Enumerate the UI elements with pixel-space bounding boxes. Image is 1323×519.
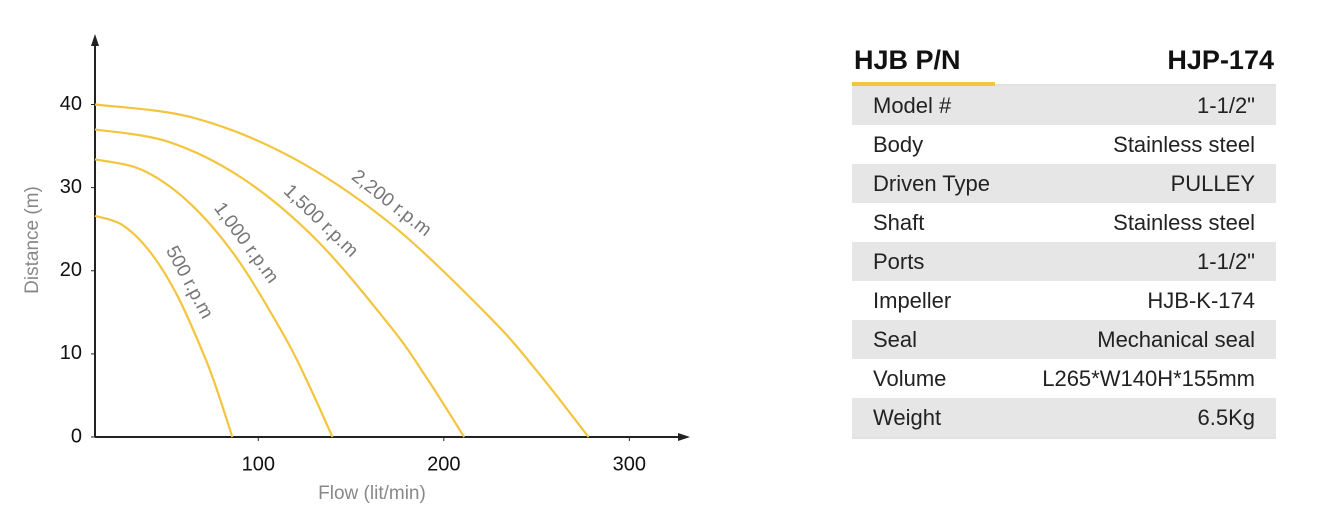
- x-axis-arrow: [678, 433, 690, 441]
- table-end-rule: [852, 437, 1276, 439]
- table-row: Shaft Stainless steel: [852, 203, 1276, 242]
- header-rule: [852, 80, 1276, 86]
- y-tick-label: 40: [60, 93, 82, 115]
- table-row: Volume L265*W140H*155mm: [852, 359, 1276, 398]
- y-tick-label: 30: [60, 176, 82, 198]
- table-row: Driven Type PULLEY: [852, 164, 1276, 203]
- spec-label: Body: [873, 131, 924, 157]
- table-row: Impeller HJB-K-174: [852, 281, 1276, 320]
- curve: [94, 128, 466, 438]
- y-tick-label: 20: [60, 259, 82, 281]
- spec-label: Model #: [873, 92, 952, 118]
- spec-label: Driven Type: [873, 170, 990, 196]
- header-value: HJP-174: [1167, 44, 1274, 75]
- spec-label: Weight: [873, 404, 942, 430]
- spec-table: HJB P/N HJP-174 Model # 1-1/2" Body Stainle…: [852, 40, 1276, 439]
- spec-value: Mechanical seal: [1097, 326, 1255, 352]
- spec-label: Impeller: [873, 287, 952, 313]
- spec-value: PULLEY: [1170, 170, 1255, 196]
- table-row: Weight 6.5Kg: [852, 398, 1276, 437]
- y-tick-label: 0: [71, 425, 82, 447]
- spec-value: 6.5Kg: [1197, 404, 1256, 430]
- spec-label: Shaft: [873, 209, 925, 235]
- spec-label: Volume: [873, 365, 947, 391]
- spec-value: HJB-K-174: [1147, 287, 1255, 313]
- table-body: Model # 1-1/2" Body Stainless steel Driven T…: [852, 86, 1276, 437]
- x-tick-label: 300: [613, 453, 646, 475]
- table-row: Model # 1-1/2": [852, 86, 1276, 125]
- curve: [94, 103, 590, 438]
- y-axis-label: Distance (m): [22, 186, 43, 294]
- spec-label: Ports: [873, 248, 925, 274]
- spec-value: 1-1/2": [1197, 248, 1255, 274]
- table-row: Seal Mechanical seal: [852, 320, 1276, 359]
- curve-label: 2,200 r.p.m: [347, 166, 435, 241]
- x-tick-label: 100: [242, 453, 275, 475]
- spec-value: 1-1/2": [1197, 92, 1255, 118]
- x-axis-label: Flow (lit/min): [318, 483, 426, 504]
- curve-label: 1,000 r.p.m: [209, 198, 282, 287]
- spec-value: Stainless steel: [1113, 131, 1255, 157]
- spec-label: Seal: [873, 326, 918, 352]
- spec-value: L265*W140H*155mm: [1042, 365, 1255, 391]
- table-row: Body Stainless steel: [852, 125, 1276, 164]
- chart: Flow (lit/min) Distance (m) 0 10 20 30 40 100…: [22, 34, 690, 504]
- x-tick-label: 200: [427, 453, 460, 475]
- header-label: HJB P/N: [854, 44, 961, 75]
- table-row: Ports 1-1/2": [852, 242, 1276, 281]
- y-axis-arrow: [91, 34, 99, 46]
- table-header: HJB P/N HJP-174: [852, 40, 1276, 80]
- y-tick-label: 10: [60, 342, 82, 364]
- curve: [94, 158, 334, 438]
- curve: [94, 214, 234, 438]
- spec-value: Stainless steel: [1113, 209, 1255, 235]
